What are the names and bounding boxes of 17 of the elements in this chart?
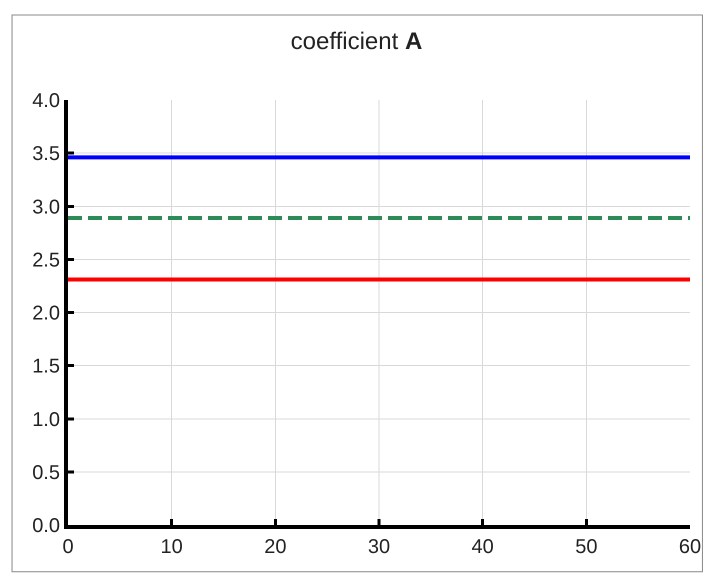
x-tick-label: 30 bbox=[368, 536, 390, 558]
x-tick-label: 0 bbox=[62, 536, 74, 558]
x-tick-label: 20 bbox=[264, 536, 286, 558]
y-tick-label: 0.0 bbox=[32, 515, 60, 537]
y-tick-label: 0.5 bbox=[32, 462, 60, 484]
y-tick-label: 4.0 bbox=[32, 90, 60, 112]
x-tick-label: 10 bbox=[160, 536, 183, 558]
y-tick-label: 2.0 bbox=[32, 302, 60, 324]
y-tick-label: 3.0 bbox=[32, 196, 60, 218]
chart-title: coefficient A bbox=[290, 28, 422, 55]
x-tick-label: 40 bbox=[472, 536, 494, 558]
x-tick-label: 60 bbox=[678, 536, 702, 558]
x-tick-label: 50 bbox=[575, 536, 598, 558]
y-tick-label: 1.0 bbox=[32, 408, 60, 431]
y-tick-label: 3.5 bbox=[32, 143, 60, 166]
y-tick-label: 1.5 bbox=[32, 356, 60, 378]
y-tick-label: 2.5 bbox=[32, 249, 60, 272]
